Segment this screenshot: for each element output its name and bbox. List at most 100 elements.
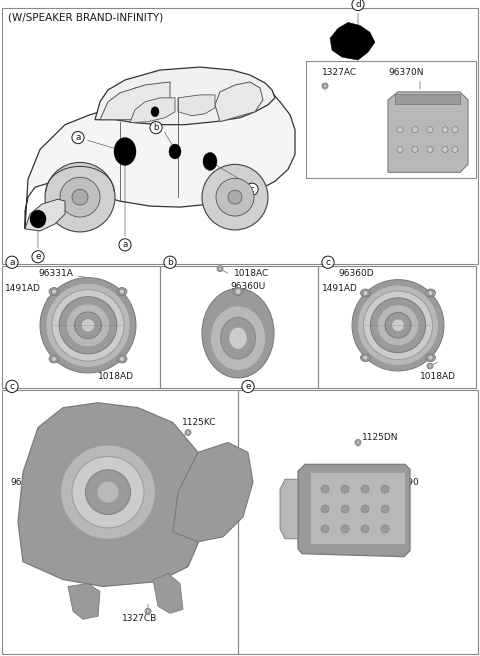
Ellipse shape [220, 318, 255, 359]
Ellipse shape [426, 289, 435, 297]
Ellipse shape [60, 445, 156, 539]
Circle shape [363, 291, 368, 295]
Circle shape [361, 485, 369, 493]
Text: 1327AC: 1327AC [322, 68, 357, 77]
Circle shape [442, 127, 448, 133]
Ellipse shape [72, 457, 144, 528]
Text: a: a [75, 133, 81, 142]
Circle shape [60, 177, 100, 217]
Text: 1491AD: 1491AD [5, 284, 41, 293]
Bar [318, 266, 476, 388]
Circle shape [66, 304, 109, 347]
Circle shape [51, 356, 57, 361]
Circle shape [228, 190, 242, 204]
Text: b: b [153, 123, 159, 132]
Bar [2, 9, 478, 264]
Text: 1018AD: 1018AD [420, 373, 456, 381]
Ellipse shape [203, 152, 217, 171]
Text: 96371: 96371 [10, 478, 39, 487]
Circle shape [361, 505, 369, 513]
Bar [395, 94, 460, 104]
Circle shape [145, 608, 151, 614]
Circle shape [428, 364, 432, 367]
Circle shape [452, 146, 458, 152]
Ellipse shape [202, 289, 274, 378]
Polygon shape [178, 95, 215, 115]
Circle shape [397, 146, 403, 152]
Ellipse shape [169, 144, 181, 159]
Ellipse shape [151, 107, 159, 117]
Circle shape [364, 299, 368, 302]
Circle shape [341, 485, 349, 493]
Circle shape [146, 609, 150, 613]
Bar [160, 266, 318, 388]
Circle shape [72, 189, 88, 205]
Circle shape [381, 525, 389, 533]
Circle shape [186, 431, 190, 434]
Text: d: d [355, 0, 361, 9]
Text: b: b [167, 258, 173, 267]
Circle shape [355, 440, 361, 445]
Circle shape [321, 485, 329, 493]
Circle shape [202, 165, 268, 230]
Circle shape [216, 178, 254, 216]
Circle shape [51, 289, 57, 294]
Text: c: c [134, 89, 139, 98]
Bar [238, 390, 478, 654]
Circle shape [363, 297, 369, 304]
Circle shape [363, 355, 368, 360]
Text: (W/SPEAKER BRAND-INFINITY): (W/SPEAKER BRAND-INFINITY) [8, 12, 163, 22]
Circle shape [59, 297, 117, 354]
Text: e: e [36, 253, 41, 261]
Text: 1327CB: 1327CB [122, 614, 157, 623]
Ellipse shape [233, 287, 243, 295]
Circle shape [40, 277, 136, 373]
Circle shape [102, 364, 106, 367]
Text: c: c [325, 258, 331, 267]
Text: 96360U: 96360U [230, 282, 265, 291]
Circle shape [52, 289, 124, 361]
Ellipse shape [117, 355, 127, 363]
Text: 1125KC: 1125KC [182, 418, 216, 427]
Circle shape [381, 505, 389, 513]
Ellipse shape [49, 355, 59, 363]
Circle shape [381, 485, 389, 493]
Circle shape [442, 146, 448, 152]
Circle shape [120, 289, 124, 294]
Circle shape [74, 312, 101, 338]
Ellipse shape [114, 138, 136, 165]
Polygon shape [280, 480, 298, 539]
Bar [2, 390, 238, 654]
Circle shape [427, 146, 433, 152]
Ellipse shape [360, 289, 371, 297]
Circle shape [352, 279, 444, 371]
Circle shape [356, 441, 360, 444]
Circle shape [341, 525, 349, 533]
Text: c: c [250, 185, 254, 194]
Circle shape [324, 85, 327, 88]
Circle shape [361, 525, 369, 533]
Text: c: c [10, 382, 14, 391]
Bar [2, 266, 160, 388]
Circle shape [428, 291, 433, 295]
Polygon shape [18, 403, 208, 586]
Ellipse shape [360, 354, 371, 361]
Circle shape [120, 356, 124, 361]
Circle shape [235, 289, 241, 295]
Circle shape [45, 163, 115, 232]
Text: 1125DN: 1125DN [362, 433, 398, 442]
Circle shape [322, 83, 328, 89]
Circle shape [358, 285, 439, 365]
Circle shape [217, 266, 223, 272]
Ellipse shape [117, 287, 127, 296]
Text: e: e [245, 382, 251, 391]
Circle shape [47, 297, 53, 304]
Text: 1018AC: 1018AC [234, 269, 269, 278]
Text: a: a [9, 258, 15, 267]
Circle shape [377, 305, 419, 346]
Ellipse shape [426, 354, 435, 361]
Ellipse shape [229, 327, 247, 349]
Polygon shape [25, 70, 295, 229]
Text: 1018AD: 1018AD [98, 373, 134, 381]
Circle shape [48, 299, 52, 302]
